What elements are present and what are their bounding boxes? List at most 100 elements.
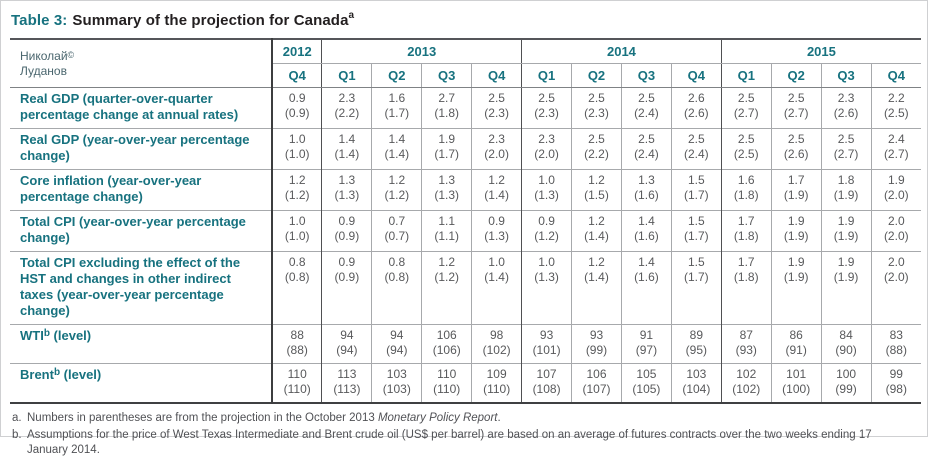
projection-value: 1.9 bbox=[887, 173, 905, 187]
previous-projection-value: (102) bbox=[732, 382, 761, 396]
previous-projection-value: (1.2) bbox=[284, 188, 310, 202]
projection-value: 1.0 bbox=[488, 255, 505, 269]
data-cell: 1.5 (1.7) bbox=[670, 169, 722, 211]
data-cell: 91 (97) bbox=[620, 324, 672, 364]
previous-projection-value: (100) bbox=[782, 382, 811, 396]
projection-value: 1.7 bbox=[737, 255, 755, 269]
previous-projection-value: (0.9) bbox=[334, 270, 360, 284]
projection-value: 1.3 bbox=[638, 173, 655, 187]
previous-projection-value: (2.4) bbox=[634, 106, 659, 120]
footnote-italic-title: Monetary Policy Report bbox=[377, 412, 498, 424]
projection-value: 1.9 bbox=[837, 255, 855, 269]
projection-value: 1.2 bbox=[288, 173, 306, 187]
projection-value: 2.5 bbox=[638, 91, 655, 105]
previous-projection-value: (1.5) bbox=[584, 188, 609, 202]
projection-value: 1.9 bbox=[787, 255, 805, 269]
data-cell: 2.5 (2.7) bbox=[720, 87, 772, 129]
previous-projection-value: (110) bbox=[433, 382, 461, 396]
projection-value: 0.8 bbox=[388, 255, 406, 269]
year-header: 2015 bbox=[720, 39, 921, 64]
projection-value: 106 bbox=[436, 328, 457, 342]
projection-value: 93 bbox=[539, 328, 554, 342]
quarter-header: Q3 bbox=[421, 63, 472, 88]
projection-value: 1.7 bbox=[787, 173, 805, 187]
row-label-text: Total CPI excluding the effect of the HS… bbox=[20, 255, 241, 318]
data-cell: 106 (107) bbox=[571, 363, 622, 403]
previous-projection-value: (1.9) bbox=[833, 229, 859, 243]
projection-value: 1.4 bbox=[338, 132, 356, 146]
footnote-ref: b bbox=[43, 328, 50, 339]
previous-projection-value: (1.7) bbox=[384, 106, 410, 120]
projection-value: 1.8 bbox=[837, 173, 855, 187]
data-cell: 1.2 (1.2) bbox=[371, 169, 422, 211]
projection-value: 1.2 bbox=[388, 173, 406, 187]
data-cell: 1.0 (1.4) bbox=[471, 251, 522, 325]
previous-projection-value: (2.6) bbox=[783, 147, 809, 161]
row-label: WTIb (level) bbox=[10, 324, 272, 364]
previous-projection-value: (1.4) bbox=[484, 188, 509, 202]
data-cell: 93 (99) bbox=[571, 324, 622, 364]
data-cell: 2.0 (2.0) bbox=[870, 210, 921, 252]
footnote-text-part: . bbox=[497, 412, 501, 424]
previous-projection-value: (2.3) bbox=[584, 106, 609, 120]
previous-projection-value: (1.8) bbox=[733, 270, 759, 284]
data-cell: 2.7 (1.8) bbox=[421, 87, 472, 129]
quarter-header: Q2 bbox=[571, 63, 622, 88]
projection-value: 2.5 bbox=[787, 91, 805, 105]
quarter-header: Q1 bbox=[720, 63, 772, 88]
row-label-text: Total CPI (year-over-year percentage cha… bbox=[20, 214, 246, 245]
previous-projection-value: (2.5) bbox=[733, 147, 759, 161]
previous-projection-value: (0.8) bbox=[384, 270, 410, 284]
data-cell: 1.8 (1.9) bbox=[820, 169, 872, 211]
previous-projection-value: (0.7) bbox=[384, 229, 410, 243]
data-cell: 1.3 (1.3) bbox=[421, 169, 472, 211]
previous-projection-value: (107) bbox=[582, 382, 611, 396]
data-cell: 1.4 (1.6) bbox=[620, 251, 672, 325]
projection-value: 103 bbox=[386, 367, 407, 381]
previous-projection-value: (1.9) bbox=[783, 270, 809, 284]
projection-value: 2.5 bbox=[538, 91, 555, 105]
previous-projection-value: (1.7) bbox=[683, 188, 709, 202]
projection-value: 101 bbox=[786, 367, 807, 381]
previous-projection-value: (1.7) bbox=[683, 270, 709, 284]
footnote-text: Numbers in parentheses are from the proj… bbox=[27, 411, 905, 426]
projection-value: 1.3 bbox=[338, 173, 356, 187]
data-cell: 98 (102) bbox=[471, 324, 522, 364]
data-cell: 102 (102) bbox=[720, 363, 772, 403]
copyright-symbol: © bbox=[67, 49, 75, 60]
projection-value: 1.9 bbox=[787, 214, 805, 228]
data-cell: 1.7 (1.8) bbox=[720, 251, 772, 325]
projection-value: 1.4 bbox=[638, 214, 655, 228]
previous-projection-value: (1.3) bbox=[484, 229, 509, 243]
data-cell: 1.5 (1.7) bbox=[670, 210, 722, 252]
data-cell: 2.5 (2.7) bbox=[820, 128, 872, 170]
previous-projection-value: (93) bbox=[735, 343, 757, 357]
projection-value: 94 bbox=[340, 328, 354, 342]
projection-value: 0.9 bbox=[538, 214, 555, 228]
projection-value: 1.0 bbox=[538, 173, 555, 187]
title-footnote-ref: a bbox=[348, 10, 355, 21]
data-cell: 89 (95) bbox=[670, 324, 722, 364]
previous-projection-value: (99) bbox=[835, 382, 857, 396]
data-cell: 2.5 (2.7) bbox=[770, 87, 822, 129]
data-cell: 0.8 (0.8) bbox=[371, 251, 422, 325]
data-cell: 2.5 (2.3) bbox=[571, 87, 622, 129]
projection-value: 2.5 bbox=[588, 132, 605, 146]
data-cell: 1.2 (1.2) bbox=[421, 251, 472, 325]
previous-projection-value: (2.0) bbox=[883, 270, 909, 284]
projection-value: 1.3 bbox=[438, 173, 456, 187]
data-cell: 101 (100) bbox=[770, 363, 822, 403]
previous-projection-value: (2.7) bbox=[883, 147, 909, 161]
projection-value: 1.5 bbox=[687, 255, 705, 269]
row-label-suffix: (level) bbox=[49, 328, 92, 343]
previous-projection-value: (101) bbox=[532, 343, 561, 357]
previous-projection-value: (2.6) bbox=[833, 106, 859, 120]
previous-projection-value: (1.1) bbox=[434, 229, 460, 243]
previous-projection-value: (2.3) bbox=[534, 106, 559, 120]
footnote-marker: a. bbox=[12, 412, 22, 424]
data-cell: 1.2 (1.4) bbox=[571, 210, 622, 252]
quarter-header: Q1 bbox=[321, 63, 372, 88]
watermark: Николай© Луданов bbox=[20, 49, 267, 79]
data-cell: 0.9 (0.9) bbox=[321, 251, 372, 325]
projection-value: 2.2 bbox=[887, 91, 905, 105]
